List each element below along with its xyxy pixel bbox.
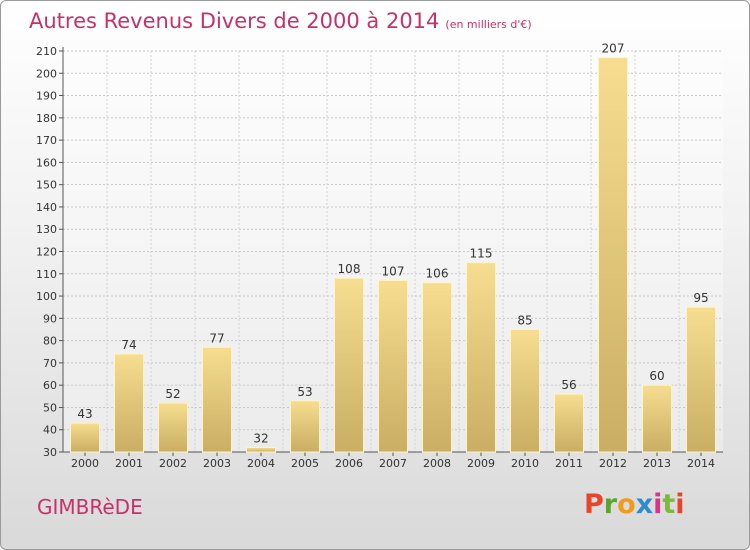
- bar: [554, 393, 584, 453]
- x-tick-label: 2013: [643, 457, 671, 470]
- logo-letter: P: [584, 489, 604, 520]
- y-tick-label: 40: [43, 424, 57, 437]
- bar: [598, 57, 628, 453]
- y-tick-label: 180: [36, 112, 57, 125]
- x-tick-label: 2010: [511, 457, 539, 470]
- y-tick-label: 160: [36, 156, 57, 169]
- x-tick-label: 2011: [555, 457, 583, 470]
- bar: [114, 353, 144, 453]
- y-tick-label: 60: [43, 379, 57, 392]
- bar: [246, 447, 276, 453]
- y-tick-label: 210: [36, 45, 57, 58]
- bar: [290, 400, 320, 453]
- x-tick-label: 2007: [379, 457, 407, 470]
- y-tick-label: 100: [36, 290, 57, 303]
- bar: [334, 277, 364, 453]
- data-label: 115: [470, 247, 493, 261]
- y-tick-label: 190: [36, 90, 57, 103]
- data-label: 60: [649, 369, 664, 383]
- data-label: 32: [253, 432, 268, 446]
- bar: [70, 422, 100, 453]
- y-tick-label: 30: [43, 446, 57, 459]
- data-label: 207: [602, 42, 625, 56]
- data-label: 52: [165, 387, 180, 401]
- x-tick-label: 2004: [247, 457, 275, 470]
- x-tick-label: 2008: [423, 457, 451, 470]
- bar: [686, 306, 716, 453]
- logo-letter: i: [675, 489, 685, 520]
- data-label: 95: [693, 291, 708, 305]
- logo-letter: t: [662, 489, 676, 520]
- x-tick-label: 2005: [291, 457, 319, 470]
- x-tick-label: 2009: [467, 457, 495, 470]
- bar: [422, 282, 452, 453]
- data-label: 108: [338, 262, 361, 276]
- logo-letter: x: [635, 489, 654, 520]
- data-label: 43: [77, 407, 92, 421]
- y-tick-label: 130: [36, 223, 57, 236]
- y-tick-label: 150: [36, 179, 57, 192]
- logo-letter: i: [653, 489, 663, 520]
- x-tick-label: 2002: [159, 457, 187, 470]
- y-tick-label: 110: [36, 268, 57, 281]
- chart-title-text: Autres Revenus Divers de 2000 à 2014: [29, 9, 440, 33]
- data-label: 77: [209, 331, 224, 345]
- data-label: 106: [426, 267, 449, 281]
- y-tick-label: 140: [36, 201, 57, 214]
- commune-name: GIMBRèDE: [37, 495, 143, 519]
- bar: [202, 346, 232, 453]
- x-tick-label: 2003: [203, 457, 231, 470]
- bar: [642, 384, 672, 453]
- data-label: 74: [121, 338, 136, 352]
- chart-subtitle: (en milliers d'€): [445, 18, 532, 31]
- y-tick-label: 200: [36, 67, 57, 80]
- x-tick-label: 2000: [71, 457, 99, 470]
- x-tick-label: 2001: [115, 457, 143, 470]
- bar: [158, 402, 188, 453]
- data-label: 107: [382, 264, 405, 278]
- y-tick-label: 120: [36, 246, 57, 259]
- y-tick-label: 50: [43, 401, 57, 414]
- y-tick-label: 170: [36, 134, 57, 147]
- data-label: 53: [297, 385, 312, 399]
- data-label: 56: [561, 378, 576, 392]
- x-tick-label: 2012: [599, 457, 627, 470]
- logo-letter: r: [603, 489, 618, 520]
- chart-title: Autres Revenus Divers de 2000 à 2014 (en …: [29, 9, 532, 33]
- y-tick-label: 90: [43, 312, 57, 325]
- y-tick-label: 70: [43, 357, 57, 370]
- x-tick-label: 2006: [335, 457, 363, 470]
- proxiti-logo: Proxiti: [584, 489, 685, 520]
- y-tick-label: 80: [43, 335, 57, 348]
- bar: [378, 279, 408, 453]
- bar: [510, 328, 540, 453]
- bar: [466, 262, 496, 453]
- data-label: 85: [517, 313, 532, 327]
- logo-letter: o: [617, 489, 636, 520]
- x-tick-label: 2014: [687, 457, 715, 470]
